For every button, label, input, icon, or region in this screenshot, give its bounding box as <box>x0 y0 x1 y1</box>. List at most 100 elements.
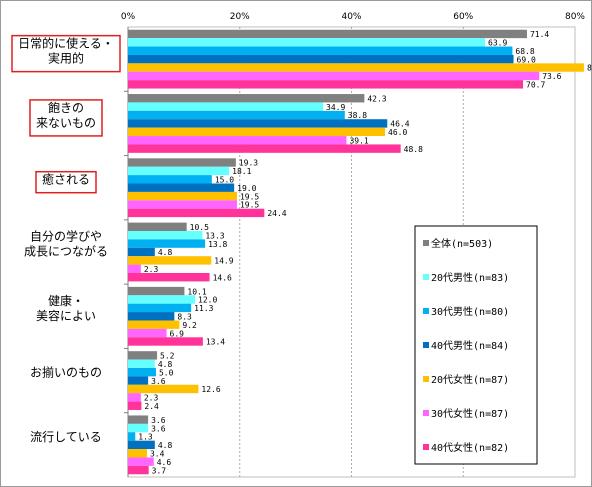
data-label: 12.6 <box>201 385 220 394</box>
bars <box>128 29 584 475</box>
bar <box>128 415 149 424</box>
bar <box>128 401 142 410</box>
data-label: 38.8 <box>348 111 367 120</box>
legend-swatch <box>423 410 429 416</box>
bar <box>128 320 180 329</box>
bar <box>128 71 540 81</box>
data-label: 4.8 <box>158 360 173 369</box>
category-label: 飽きの <box>48 100 84 115</box>
data-label: 5.0 <box>159 368 174 377</box>
bar <box>128 158 236 167</box>
data-label: 14.6 <box>213 273 232 282</box>
data-label: 2.3 <box>144 265 159 274</box>
bar <box>128 38 486 47</box>
bar <box>128 127 386 137</box>
bar <box>128 312 175 321</box>
legend-swatch <box>423 342 429 348</box>
legend-entry: 20代女性(n=87) <box>431 373 509 386</box>
bar <box>128 367 156 377</box>
data-label: 3.6 <box>151 377 166 386</box>
data-label: 2.4 <box>144 402 159 411</box>
bar <box>128 393 141 402</box>
data-label: 8.3 <box>177 312 192 321</box>
data-label: 3.6 <box>151 416 166 425</box>
data-label: 71.4 <box>530 30 549 39</box>
bar <box>128 465 149 475</box>
legend-entry: 30代女性(n=87) <box>431 407 509 420</box>
bar <box>128 102 324 111</box>
bar <box>128 359 155 368</box>
data-label: 3.4 <box>150 449 165 458</box>
data-label: 81.6 <box>587 64 592 73</box>
legend-entry: 30代男性(n=80) <box>431 305 509 318</box>
data-label: 4.8 <box>158 441 173 450</box>
data-label: 13.8 <box>208 240 227 249</box>
bar <box>128 423 149 433</box>
data-label: 1.3 <box>138 433 153 442</box>
bar <box>128 231 203 240</box>
legend-swatch <box>423 444 429 450</box>
category-label: 日常的に使える・ <box>18 36 114 51</box>
bar <box>128 376 149 385</box>
highlight-box <box>11 34 121 73</box>
bar <box>128 222 187 231</box>
value-labels: 71.4 63.9 68.869.0 81.6 73.670.7 42.3 34.938.8… <box>138 30 592 475</box>
category-label: 美容によい <box>36 308 96 323</box>
x-tick-label: 0% <box>121 12 136 22</box>
data-label: 4.8 <box>158 248 173 257</box>
bar <box>128 457 154 466</box>
data-label: 3.7 <box>152 466 167 475</box>
category-label: 成長につながる <box>24 244 108 259</box>
bar <box>128 303 192 313</box>
x-tick-label: 60% <box>453 12 473 22</box>
data-label: 11.3 <box>194 304 213 313</box>
bar <box>128 337 203 346</box>
bar <box>128 144 401 153</box>
bar <box>128 247 155 257</box>
data-label: 13.4 <box>206 338 225 347</box>
bar <box>128 200 237 209</box>
data-label: 63.9 <box>488 39 507 48</box>
legend-box <box>414 225 538 465</box>
bar <box>128 29 527 39</box>
bar <box>128 136 347 145</box>
x-tick-label: 20% <box>230 12 250 22</box>
data-label: 10.1 <box>187 287 206 296</box>
category-label: 健康・ <box>48 293 84 308</box>
legend-entry: 20代男性(n=83) <box>431 271 509 284</box>
bar <box>128 264 141 273</box>
bar <box>128 63 584 72</box>
data-label: 19.5 <box>240 201 259 210</box>
data-label: 46.0 <box>388 128 407 137</box>
data-label: 18.1 <box>232 167 251 176</box>
bar <box>128 286 185 296</box>
highlight-box <box>35 170 97 194</box>
bar <box>128 110 345 120</box>
bar <box>128 183 235 192</box>
bar <box>128 46 513 55</box>
bar <box>128 440 155 450</box>
data-label: 3.6 <box>151 424 166 433</box>
bar <box>128 191 237 201</box>
bar <box>128 295 196 304</box>
category-labels: 日常的に使える・実用的飽きの来ないもの癒される自分の学びや成長につながる健康・美… <box>11 34 121 444</box>
bar <box>128 80 524 89</box>
data-label: 24.4 <box>267 209 286 218</box>
data-label: 6.9 <box>170 329 185 338</box>
data-label: 5.2 <box>160 352 175 361</box>
data-label: 48.8 <box>404 145 423 154</box>
data-label: 10.5 <box>190 223 209 232</box>
data-label: 34.9 <box>326 103 345 112</box>
legend: 全体(n=503) 20代男性(n=83) 30代男性(n=80) 40代男性(n=8… <box>414 225 538 465</box>
data-label: 13.3 <box>205 231 224 240</box>
x-tick-label: 80% <box>565 12 585 22</box>
data-label: 39.1 <box>349 136 368 145</box>
bar <box>128 432 136 441</box>
data-label: 70.7 <box>526 81 545 90</box>
data-label: 15.0 <box>215 176 234 185</box>
data-label: 9.2 <box>182 321 197 330</box>
bar <box>128 328 167 338</box>
category-label: 自分の学びや <box>30 229 102 244</box>
data-label: 12.0 <box>198 296 217 305</box>
